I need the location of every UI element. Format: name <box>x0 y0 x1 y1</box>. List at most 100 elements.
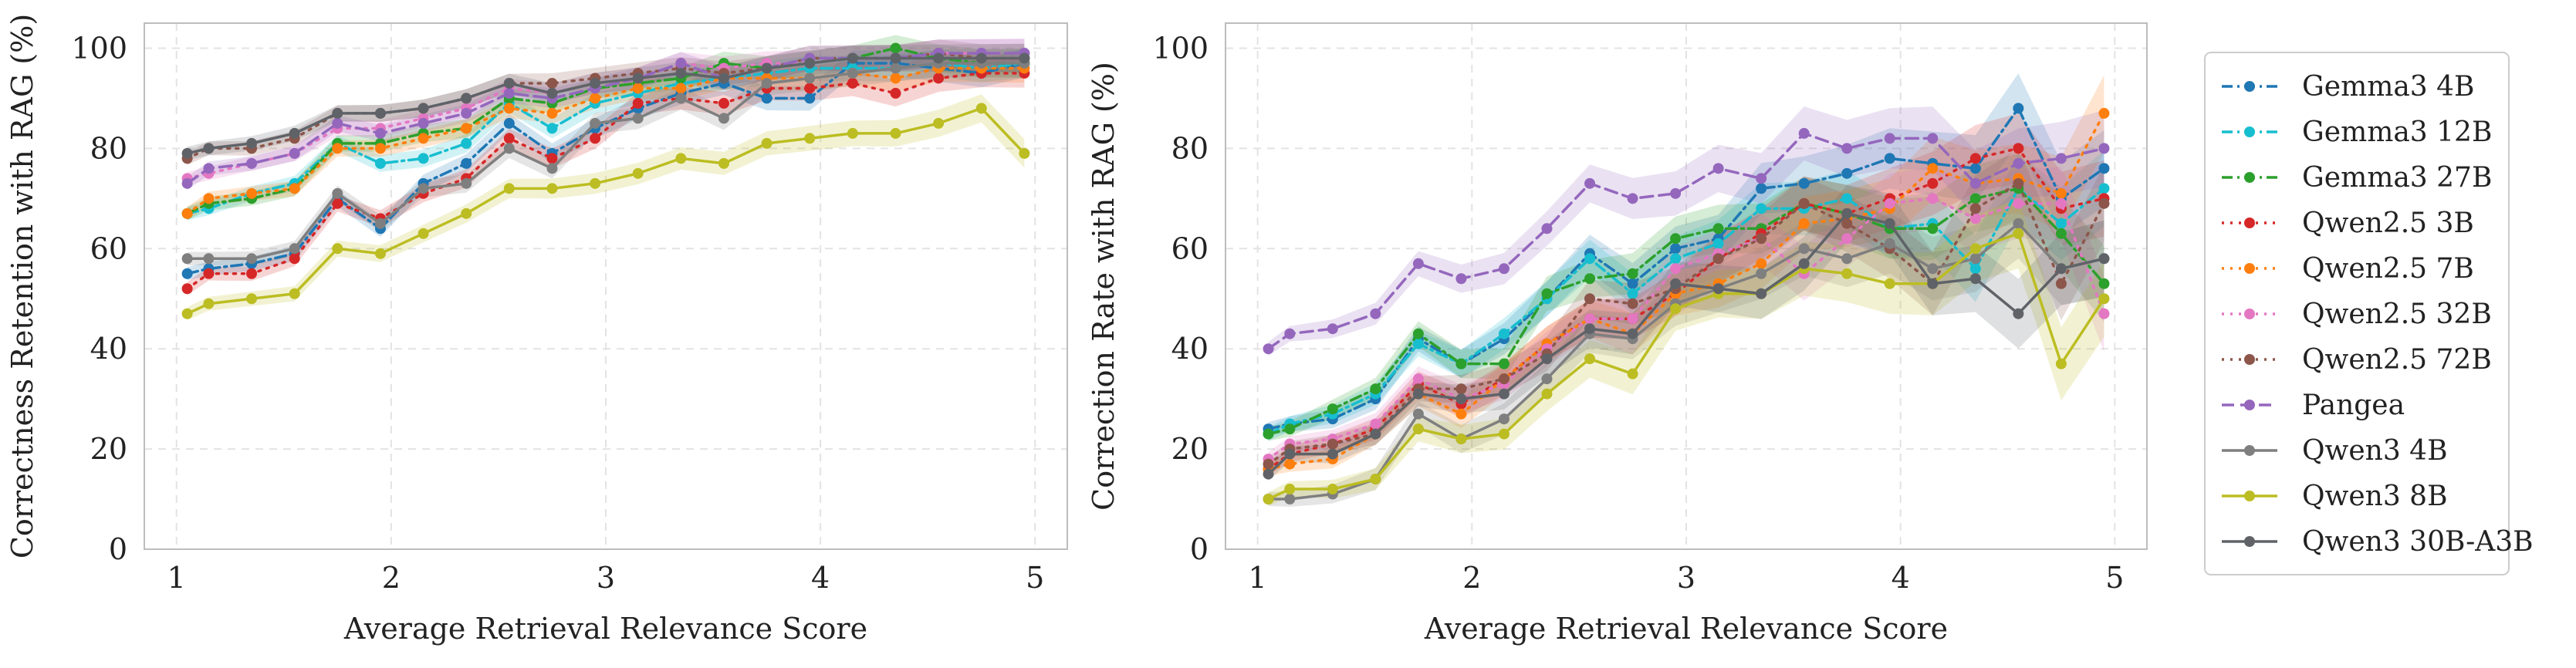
data-point <box>890 52 901 64</box>
legend-label: Qwen2.5 72B <box>2302 344 2492 376</box>
data-point <box>1670 243 1682 255</box>
data-point <box>1263 458 1274 470</box>
data-point <box>546 163 558 174</box>
data-point <box>203 163 215 174</box>
legend-label: Qwen2.5 3B <box>2302 207 2474 239</box>
data-point <box>181 308 193 319</box>
legend-marker <box>2244 172 2255 183</box>
data-point <box>181 147 193 159</box>
y-tick-label: 20 <box>90 432 127 466</box>
data-point <box>374 218 386 229</box>
legend-item-qwen3-30b-a3b: Qwen3 30B-A3B <box>2222 526 2534 558</box>
data-point <box>1756 268 1767 279</box>
data-point <box>181 253 193 265</box>
data-point <box>546 123 558 134</box>
data-point <box>590 93 601 104</box>
data-point <box>1969 163 1981 174</box>
data-point <box>1798 218 1810 229</box>
data-point <box>2013 103 2024 114</box>
data-point <box>1019 52 1030 64</box>
data-point <box>2055 358 2067 369</box>
x-tick-label: 4 <box>811 561 830 595</box>
data-point <box>546 183 558 194</box>
data-point <box>246 253 258 265</box>
data-point <box>418 103 429 114</box>
plot-frame <box>1225 22 2148 550</box>
data-point <box>1455 434 1467 445</box>
data-point <box>590 133 601 144</box>
data-point <box>1969 193 1981 204</box>
data-point <box>1541 373 1553 385</box>
data-point <box>2098 143 2110 154</box>
data-point <box>461 157 472 169</box>
data-point <box>1455 383 1467 395</box>
data-point <box>1541 388 1553 400</box>
data-point <box>1498 358 1509 369</box>
data-point <box>1584 177 1596 189</box>
data-point <box>246 137 258 149</box>
legend-marker <box>2244 127 2255 137</box>
data-point <box>1627 328 1638 339</box>
data-point <box>1756 203 1767 214</box>
data-point <box>1498 328 1509 339</box>
legend-item-gemma3-27b: Gemma3 27B <box>2222 162 2492 194</box>
band-qwen3-4b <box>1268 188 2104 508</box>
y-tick-label: 60 <box>90 231 127 265</box>
data-point <box>1412 338 1424 349</box>
legend: Gemma3 4B Gemma3 12B Gemma3 27B Qwen2.5 3B Q… <box>2204 52 2534 575</box>
data-point <box>1412 258 1424 269</box>
data-point <box>1798 197 1810 209</box>
data-point <box>804 93 816 104</box>
x-tick-label: 4 <box>1891 561 1910 595</box>
legend-label: Gemma3 4B <box>2302 71 2475 103</box>
data-point <box>804 73 816 84</box>
data-point <box>418 153 429 164</box>
data-point <box>1584 253 1596 265</box>
data-point <box>503 117 515 129</box>
data-point <box>1884 278 1895 289</box>
data-point <box>289 183 300 194</box>
data-point <box>1841 233 1853 245</box>
data-point <box>546 87 558 99</box>
data-point <box>1627 313 1638 325</box>
data-point <box>203 143 215 154</box>
data-point <box>1670 233 1682 245</box>
data-point <box>718 113 729 124</box>
data-point <box>181 268 193 279</box>
data-point <box>675 93 687 104</box>
data-point <box>332 107 343 119</box>
data-point <box>2098 308 2110 319</box>
data-point <box>203 193 215 204</box>
data-point <box>503 87 515 99</box>
data-point <box>1627 193 1638 204</box>
legend-item-gemma3-4b: Gemma3 4B <box>2222 71 2475 103</box>
data-point <box>1327 438 1338 450</box>
data-point <box>1370 418 1381 430</box>
legend-label: Qwen3 30B-A3B <box>2302 526 2534 558</box>
data-point <box>2013 143 2024 154</box>
data-point <box>289 147 300 159</box>
data-point <box>761 62 772 74</box>
data-point <box>1263 343 1274 355</box>
data-point <box>804 57 816 69</box>
data-point <box>2098 183 2110 194</box>
data-point <box>332 197 343 209</box>
data-point <box>1627 278 1638 289</box>
series-qwen3-30b-a3b <box>1263 207 2110 480</box>
data-point <box>590 77 601 89</box>
data-point <box>590 177 601 189</box>
data-point <box>933 117 945 129</box>
data-point <box>418 183 429 194</box>
data-point <box>1584 273 1596 285</box>
data-point <box>1584 323 1596 335</box>
data-point <box>1455 273 1467 285</box>
right-chart-panel: 1 2 3 4 5 0 20 40 60 80 100 Average Retrieval Relev… <box>1087 22 2148 646</box>
data-point <box>546 107 558 119</box>
data-point <box>632 97 644 109</box>
data-point <box>1412 408 1424 420</box>
data-point <box>2055 187 2067 199</box>
y-tick-label: 20 <box>1171 432 1209 466</box>
data-point <box>1884 153 1895 164</box>
data-point <box>1712 223 1724 234</box>
data-point <box>1455 408 1467 420</box>
